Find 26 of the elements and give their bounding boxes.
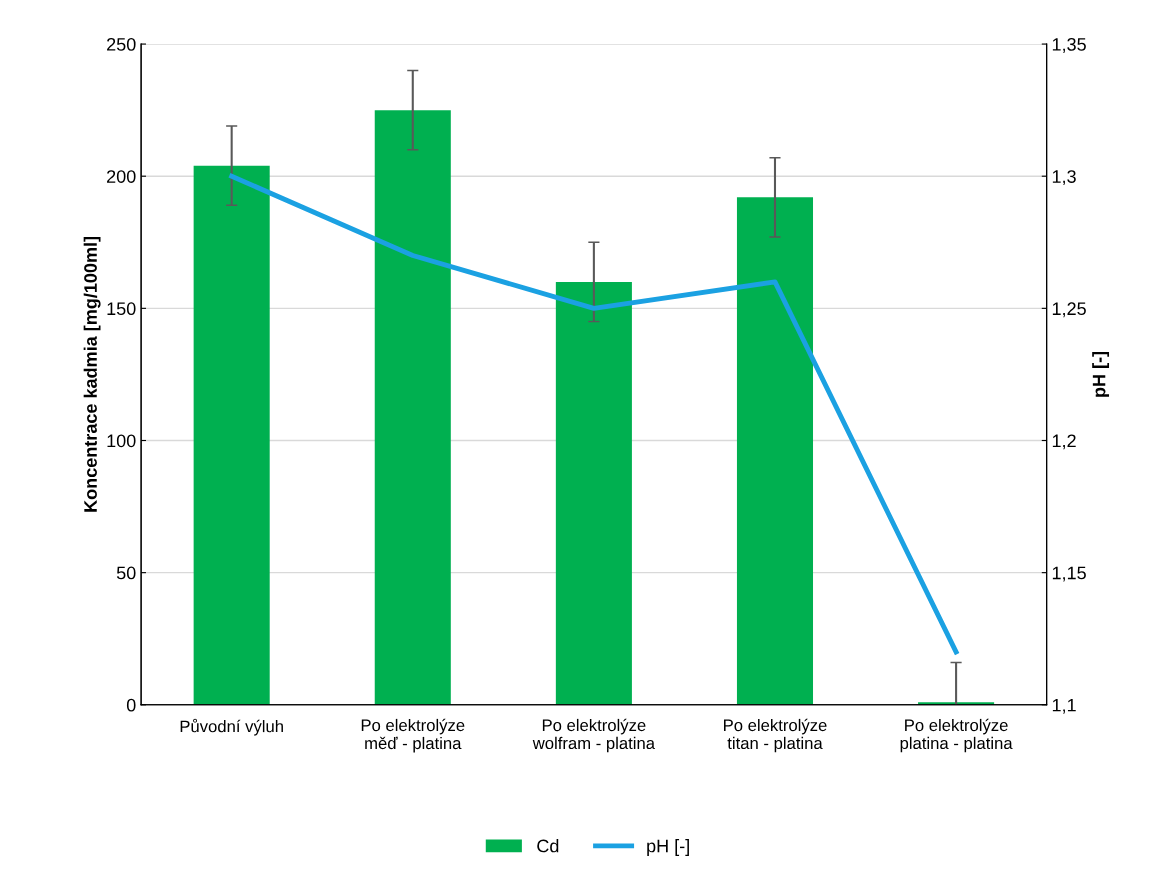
y-tick-label: 100 (107, 434, 136, 448)
y2-tick-label: 1,25 (1052, 302, 1086, 318)
bar (555, 281, 632, 705)
bar (193, 165, 270, 705)
y-tick-label: 0 (126, 698, 136, 712)
x-tick-label: Po elektrolýze měď - platina (361, 718, 465, 753)
y2-tick-label: 1,15 (1052, 566, 1086, 582)
x-tick-label: Po elektrolýze wolfram - platina (532, 718, 656, 753)
y2-tick-label: 1,1 (1052, 698, 1076, 714)
y2-tick-label: 1,3 (1052, 170, 1076, 186)
y2-tick-label: 1,2 (1052, 434, 1076, 450)
x-tick-label: Po elektrolýze platina - platina (900, 718, 1013, 753)
legend-label: pH [-] (647, 839, 689, 856)
y-tick-label: 150 (107, 302, 136, 316)
x-tick-label: Původní výluh (180, 718, 283, 736)
y-axis-title: Koncentrace kadmia [mg/100ml] (83, 236, 101, 512)
x-tick-label: Po elektrolýze titan - platina (724, 718, 827, 753)
y2-axis-title: pH [-] (1092, 351, 1110, 397)
legend-label: Cd (537, 839, 559, 853)
y-tick-label: 200 (107, 170, 136, 183)
bar (736, 197, 814, 705)
y-tick-label: 50 (116, 566, 136, 580)
line-series (229, 173, 959, 655)
y2-tick-label: 1,35 (1052, 37, 1086, 53)
bar (374, 110, 451, 705)
y-tick-label: 250 (107, 37, 136, 51)
